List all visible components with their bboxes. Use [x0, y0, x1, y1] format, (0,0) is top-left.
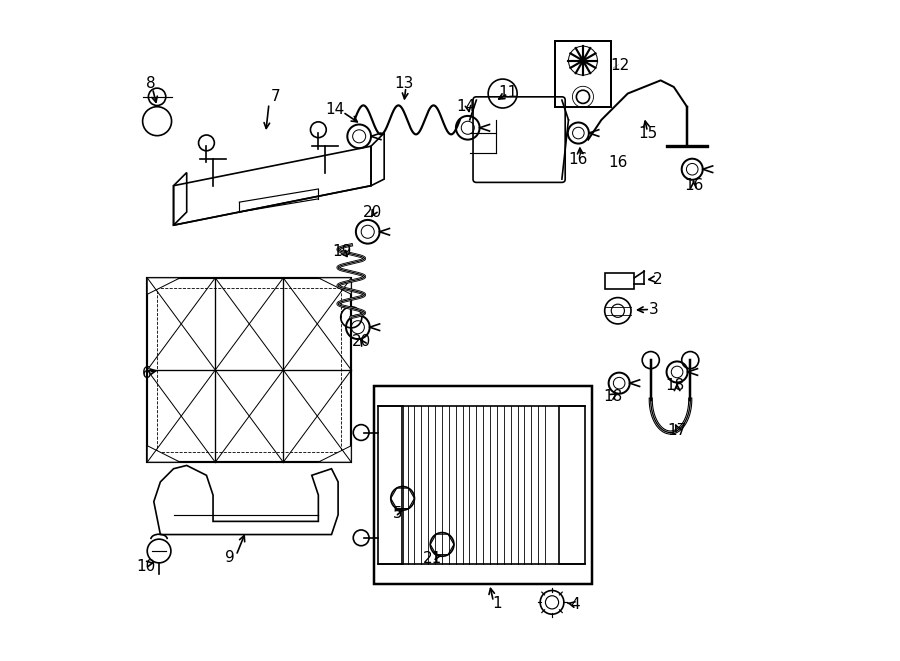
Text: 18: 18: [604, 389, 623, 404]
Polygon shape: [319, 446, 351, 462]
Text: 4: 4: [571, 598, 580, 613]
Text: 2: 2: [652, 272, 662, 287]
Text: 8: 8: [146, 76, 156, 91]
Text: 11: 11: [499, 85, 517, 100]
Text: 20: 20: [363, 204, 382, 219]
Bar: [559, 407, 585, 564]
Bar: [374, 387, 591, 584]
Text: 12: 12: [610, 58, 629, 73]
Bar: [158, 288, 341, 452]
Bar: [555, 41, 611, 106]
Text: 7: 7: [271, 89, 281, 104]
Text: 6: 6: [142, 366, 152, 381]
Text: 5: 5: [392, 506, 402, 521]
Bar: [148, 278, 351, 462]
Text: 18: 18: [665, 377, 685, 393]
Bar: [378, 407, 402, 564]
Text: 1: 1: [492, 596, 502, 611]
Text: 3: 3: [649, 302, 659, 317]
Polygon shape: [148, 446, 180, 462]
Polygon shape: [148, 278, 180, 294]
Text: 16: 16: [608, 155, 627, 170]
Text: 15: 15: [638, 126, 657, 141]
Text: 21: 21: [423, 551, 443, 566]
Text: 16: 16: [684, 178, 703, 193]
Text: 14: 14: [325, 102, 345, 118]
Text: 20: 20: [352, 334, 371, 349]
Text: 19: 19: [332, 244, 352, 259]
Text: 10: 10: [136, 559, 156, 574]
Text: 17: 17: [668, 423, 687, 438]
Text: 14: 14: [456, 99, 475, 114]
Polygon shape: [319, 278, 351, 294]
Text: 9: 9: [225, 550, 234, 565]
Text: 16: 16: [569, 152, 588, 167]
Text: 13: 13: [394, 76, 414, 91]
